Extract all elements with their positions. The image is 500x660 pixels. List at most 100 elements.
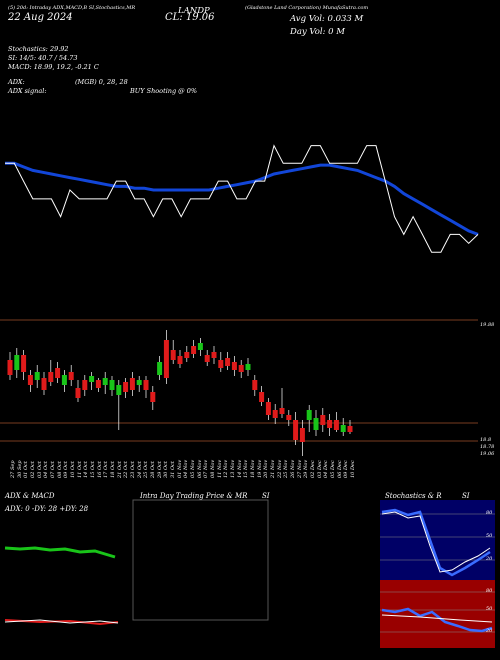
date-label: 21 Nov: [270, 459, 276, 478]
date-label: 10 Dec: [350, 460, 356, 478]
candle-down: [286, 415, 292, 420]
candle-down: [27, 375, 33, 385]
date-label: 07 Nov: [203, 459, 210, 478]
date-label: 23 Oct: [130, 461, 136, 478]
rsi-signal-line: [381, 614, 493, 623]
date-label: 03 Oct: [36, 461, 43, 478]
date-label: 03 Dec: [316, 460, 323, 478]
candle-down: [150, 392, 156, 402]
date-label: 27 Sep: [10, 460, 16, 478]
date-label: 02 Oct: [30, 461, 36, 478]
candle-up: [89, 376, 95, 382]
candle-up: [14, 355, 20, 370]
date-label: 24 Oct: [136, 461, 143, 478]
date-label: 26 Nov: [290, 459, 296, 478]
date-label: 08 Oct: [56, 461, 63, 478]
date-label: 09 Dec: [343, 460, 350, 478]
adx-signal-label: ADX signal:: [8, 87, 47, 95]
date-label: 14 Oct: [83, 461, 90, 478]
date-label: 02 Dec: [310, 460, 316, 478]
date-label: 09 Oct: [63, 461, 70, 478]
stoch-tick-80: 80: [486, 510, 493, 516]
date-label: 16 Oct: [96, 461, 103, 478]
date-label: 18 Oct: [110, 461, 116, 478]
header-code: LANDP: [178, 6, 210, 16]
stoch-title: Stochastics & R: [385, 492, 442, 500]
price-label-top: 19.88: [480, 322, 495, 328]
candle-down: [41, 378, 47, 390]
price-label-3: 19.06: [480, 451, 495, 457]
candle-down: [68, 372, 74, 380]
price-line: [5, 144, 479, 253]
candle-up: [116, 385, 122, 395]
candle-down: [265, 402, 271, 415]
rsi-tick-80: 80: [486, 588, 493, 594]
candle-up: [34, 372, 40, 380]
date-label: 25 Oct: [143, 461, 150, 478]
header-close: CL: 19.06: [165, 12, 215, 23]
date-label: 04 Dec: [323, 460, 330, 478]
date-label: 04 Nov: [183, 459, 190, 478]
mr-title: Intra Day Trading Price & MR: [140, 492, 248, 500]
candle-up: [157, 362, 163, 375]
candle-up: [136, 380, 142, 385]
candle-down: [293, 420, 299, 440]
candle-down: [252, 380, 258, 390]
date-label: 27 Nov: [296, 459, 303, 478]
candle-down: [231, 362, 237, 370]
date-label: 06 Nov: [196, 459, 203, 478]
adx-line: [4, 546, 116, 559]
candle-down: [327, 420, 333, 428]
rsi-line: [381, 607, 493, 633]
price-label-1: 18.8: [480, 437, 492, 443]
stoch-k-line: [381, 508, 491, 577]
date-label: 08 Nov: [210, 459, 216, 478]
candle-down: [225, 358, 231, 366]
candle-down: [218, 360, 224, 368]
day-vol: Day Vol: 0 M: [290, 27, 345, 37]
candle-down: [184, 352, 190, 358]
rsi-tick-50: 50: [486, 606, 493, 612]
candle-down: [259, 392, 265, 402]
stoch-tick-20: 20: [486, 556, 493, 562]
rsi-panel: [380, 580, 495, 648]
tiny-indicator-line: (5) 20d: Intraday ADX,MACD,B SI,Stochast…: [8, 5, 136, 11]
macd-line: [4, 619, 119, 626]
adx-label: ADX:: [8, 78, 25, 86]
si-text: SI: 14/5: 40.7 / 54.73: [8, 54, 78, 62]
ma-line: [5, 161, 479, 236]
candle-down: [95, 380, 101, 388]
date-label: 22 Oct: [123, 461, 130, 478]
candle-down: [123, 382, 129, 392]
candle-down: [21, 355, 27, 372]
candle-down: [347, 426, 353, 432]
candle-down: [7, 360, 13, 375]
date-label: 05 Dec: [330, 460, 336, 478]
date-label: 05 Nov: [190, 459, 196, 478]
candle-up: [109, 380, 115, 390]
candle-down: [82, 380, 88, 390]
date-label: 29 Nov: [303, 459, 310, 478]
company-name: (Gladstone Land Corporation) MunafaSutra…: [245, 5, 369, 11]
candle-down: [204, 355, 210, 362]
date-label: 13 Nov: [230, 459, 236, 478]
date-label: 15 Oct: [90, 461, 96, 478]
date-label: 04 Oct: [43, 461, 50, 478]
candle-down: [177, 356, 183, 364]
stoch-si-label: SI: [462, 492, 470, 500]
stoch-d-line: [381, 511, 491, 573]
candle-up: [197, 343, 203, 350]
date-label: 25 Nov: [283, 459, 290, 478]
candle-down: [211, 352, 217, 358]
date-label: 29 Oct: [156, 461, 163, 478]
candle-down: [163, 340, 169, 378]
adx-macd-title: ADX & MACD: [5, 492, 55, 500]
date-label: 10 Oct: [70, 461, 76, 478]
buy-signal: BUY Shooting @ 0%: [130, 87, 198, 95]
adx-values: (MGB) 0, 28, 28: [75, 78, 128, 86]
candle-down: [320, 415, 326, 425]
candle-down: [279, 408, 285, 414]
candle-down: [333, 420, 339, 430]
price-label-2: 18.78: [480, 444, 495, 450]
